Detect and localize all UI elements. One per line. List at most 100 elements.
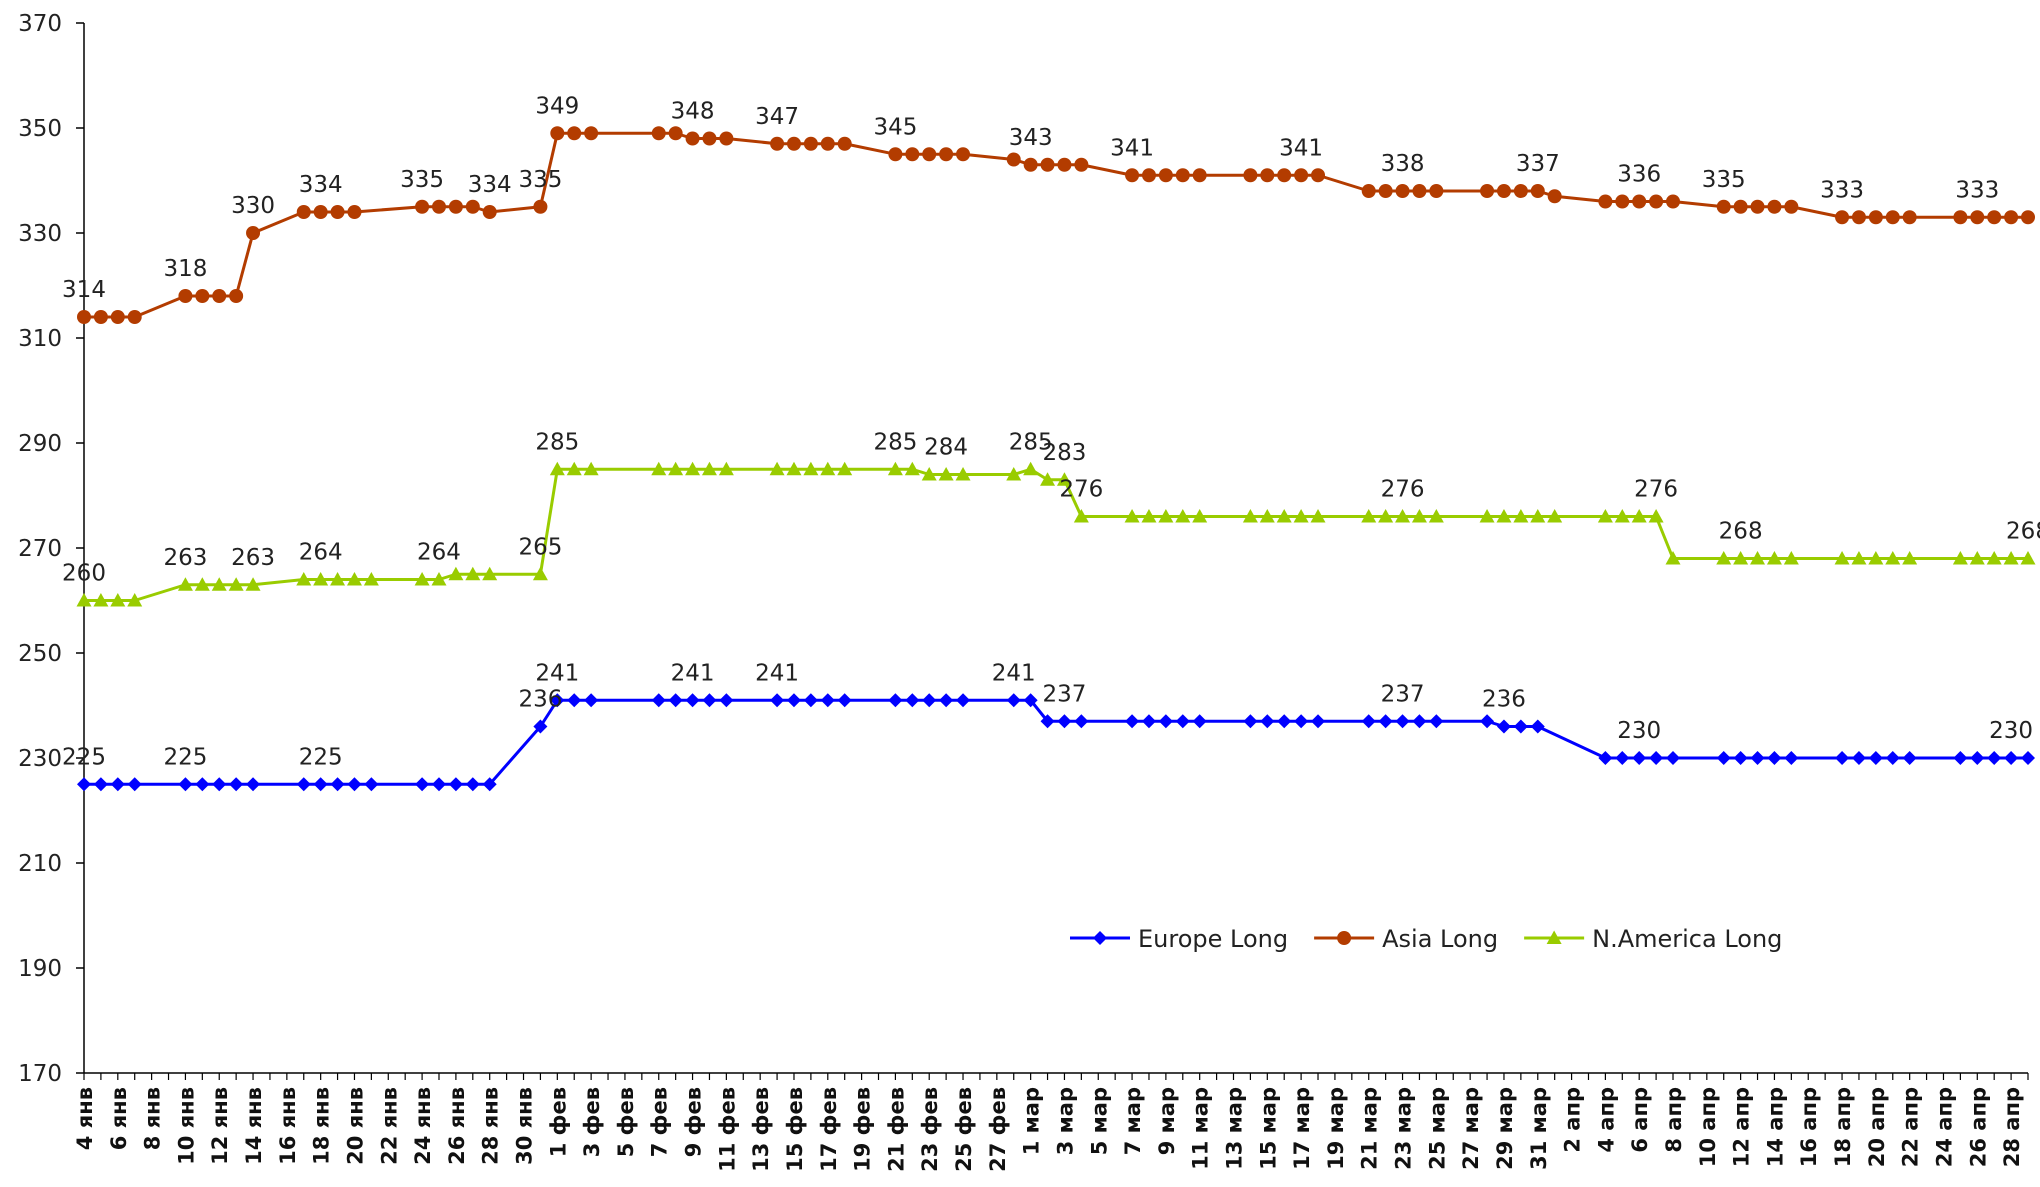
data-point-europe-long <box>1885 751 1900 765</box>
data-label-asia-long: 337 <box>1516 151 1560 177</box>
legend-label: Asia Long <box>1382 925 1498 953</box>
data-point-asia-long <box>1750 199 1765 214</box>
data-point-asia-long <box>1530 184 1545 198</box>
data-point-europe-long <box>668 693 683 708</box>
data-point-n-america-long <box>1783 551 1799 565</box>
x-tick-label: 3 мар <box>1053 1087 1077 1155</box>
data-point-europe-long <box>1868 751 1883 765</box>
data-point-asia-long <box>1733 199 1748 214</box>
data-point-europe-long <box>651 693 666 708</box>
x-tick-label: 25 мар <box>1425 1087 1449 1170</box>
data-point-europe-long <box>1158 714 1173 729</box>
data-point-asia-long <box>651 126 666 141</box>
data-point-asia-long <box>1885 210 1900 225</box>
x-tick-label: 17 мар <box>1290 1087 1314 1170</box>
data-label-europe-long: 230 <box>1989 718 2033 744</box>
data-point-europe-long <box>1649 751 1664 765</box>
data-label-asia-long: 349 <box>535 93 579 119</box>
data-point-europe-long <box>1175 714 1190 729</box>
series-europe-long <box>77 693 2035 792</box>
data-point-asia-long <box>1141 168 1156 183</box>
data-point-europe-long <box>1361 714 1376 729</box>
data-point-europe-long <box>110 777 125 792</box>
data-label-asia-long: 348 <box>671 99 715 125</box>
data-point-asia-long <box>1784 199 1799 214</box>
legend-item-n-america-long: N.America Long <box>1524 925 1782 953</box>
data-point-europe-long <box>1378 714 1393 729</box>
data-point-asia-long <box>567 126 582 141</box>
data-point-asia-long <box>347 205 362 219</box>
data-point-europe-long <box>888 693 903 708</box>
data-label-asia-long: 334 <box>468 172 512 198</box>
data-label-asia-long: 341 <box>1279 135 1323 161</box>
data-label-n-america-long: 260 <box>62 561 106 587</box>
data-point-n-america-long <box>803 461 819 476</box>
data-point-n-america-long <box>110 593 126 607</box>
data-point-europe-long <box>1243 714 1258 729</box>
data-point-asia-long <box>431 199 446 214</box>
x-tick-label: 16 апр <box>1797 1087 1821 1167</box>
data-point-europe-long <box>195 777 210 792</box>
data-point-asia-long <box>229 289 244 303</box>
x-tick-label: 10 апр <box>1696 1087 1720 1167</box>
data-point-europe-long <box>1040 714 1055 729</box>
data-point-europe-long <box>1260 714 1275 729</box>
data-point-n-america-long <box>904 461 920 476</box>
data-point-asia-long <box>533 199 548 214</box>
data-point-n-america-long <box>668 461 684 476</box>
y-tick-label: 310 <box>18 326 62 352</box>
data-point-asia-long <box>1953 210 1968 225</box>
data-point-asia-long <box>702 131 717 146</box>
data-point-n-america-long <box>1986 551 2002 565</box>
data-point-europe-long <box>1074 714 1089 729</box>
data-point-asia-long <box>1057 157 1072 172</box>
data-point-asia-long <box>465 199 480 214</box>
data-point-n-america-long <box>431 572 447 586</box>
x-tick-label: 27 мар <box>1459 1087 1483 1170</box>
data-point-europe-long <box>1784 751 1799 765</box>
x-tick-label: 28 янв <box>479 1087 503 1165</box>
x-tick-label: 26 янв <box>445 1087 469 1165</box>
data-label-asia-long: 343 <box>1009 125 1053 151</box>
x-tick-label: 20 апр <box>1865 1087 1889 1167</box>
data-point-n-america-long <box>448 566 464 581</box>
data-point-europe-long <box>837 693 852 708</box>
data-point-asia-long <box>1716 199 1731 214</box>
data-point-n-america-long <box>1023 461 1039 476</box>
data-point-asia-long <box>1902 210 1917 225</box>
data-label-asia-long: 336 <box>1617 162 1661 188</box>
x-tick-label: 13 мар <box>1222 1087 1246 1170</box>
data-point-n-america-long <box>1411 509 1427 523</box>
x-tick-label: 19 мар <box>1324 1087 1348 1170</box>
data-point-asia-long <box>1598 194 1613 209</box>
data-point-n-america-long <box>921 467 937 481</box>
data-point-asia-long <box>786 136 801 151</box>
x-tick-label: 11 мар <box>1189 1087 1213 1170</box>
data-point-europe-long <box>1429 714 1444 729</box>
data-point-europe-long <box>1970 751 1985 765</box>
data-point-asia-long <box>685 131 700 146</box>
data-point-n-america-long <box>1073 509 1089 523</box>
data-label-n-america-long: 285 <box>535 429 579 455</box>
series-n-america-long <box>76 461 2036 607</box>
data-point-n-america-long <box>1733 551 1749 565</box>
data-point-asia-long <box>1649 194 1664 209</box>
data-point-asia-long <box>195 289 210 303</box>
data-point-asia-long <box>1040 157 1055 172</box>
data-point-n-america-long <box>346 572 362 586</box>
data-point-n-america-long <box>1969 551 1985 565</box>
legend-item-asia-long: Asia Long <box>1314 925 1498 953</box>
data-label-asia-long: 335 <box>400 167 444 193</box>
x-tick-label: 10 янв <box>174 1087 198 1165</box>
data-point-asia-long <box>1547 189 1562 204</box>
data-point-n-america-long <box>313 572 329 586</box>
data-point-n-america-long <box>93 593 109 607</box>
data-point-n-america-long <box>177 577 193 591</box>
data-point-asia-long <box>415 199 430 214</box>
data-point-europe-long <box>702 693 717 708</box>
data-point-n-america-long <box>211 577 227 591</box>
x-tick-label: 23 фев <box>918 1087 942 1172</box>
data-label-europe-long: 237 <box>1042 681 1086 707</box>
data-point-europe-long <box>93 777 108 792</box>
series-asia-long <box>77 126 2035 324</box>
